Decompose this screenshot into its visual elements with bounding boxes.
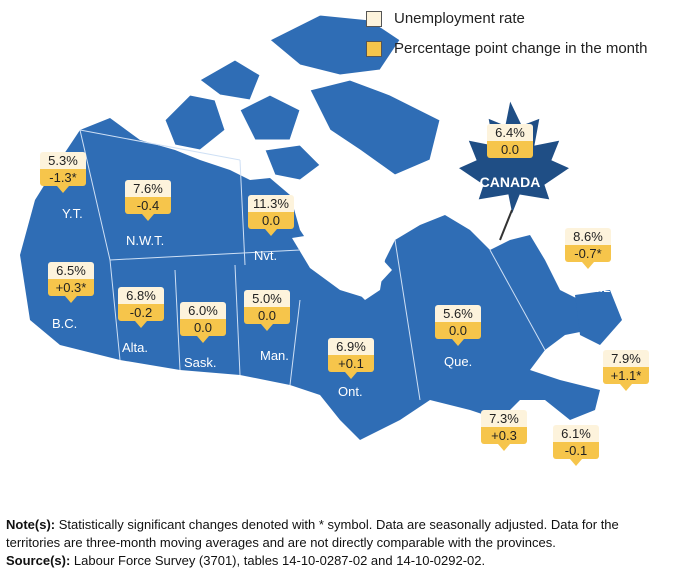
region-name: Que. — [444, 354, 473, 369]
borders — [79, 129, 546, 401]
change: +1.1* — [603, 367, 649, 384]
change: 0.0 — [435, 322, 481, 339]
region-name: B.C. — [52, 316, 78, 331]
legend-label: Percentage point change in the month — [394, 40, 648, 57]
rate: 6.1% — [553, 425, 599, 442]
change: -0.4 — [125, 197, 171, 214]
pointer — [570, 459, 582, 466]
source-label: Source(s): — [6, 553, 71, 568]
note: Note(s): Statistically significant chang… — [6, 516, 666, 552]
callout: 6.5% +0.3* — [48, 262, 94, 303]
rate: 8.6% — [565, 228, 611, 245]
change: +0.3* — [48, 279, 94, 296]
change: +0.1 — [328, 355, 374, 372]
pointer — [582, 262, 594, 269]
legend-item: Percentage point change in the month — [366, 40, 648, 57]
canada-label: CANADA — [480, 174, 541, 190]
pointer — [65, 296, 77, 303]
change: 0.0 — [244, 307, 290, 324]
callout: 6.0% 0.0 — [180, 302, 226, 343]
callout: 7.9% +1.1* — [603, 350, 649, 391]
callout: 6.9% +0.1 — [328, 338, 374, 379]
change: 0.0 — [487, 141, 533, 158]
change: -1.3* — [40, 169, 86, 186]
pointer — [135, 321, 147, 328]
rate: 6.8% — [118, 287, 164, 304]
region-name: P.E.I. — [610, 404, 641, 419]
change: -0.1 — [553, 442, 599, 459]
pointer — [142, 214, 154, 221]
change: -0.2 — [118, 304, 164, 321]
region-name: Y.T. — [62, 206, 83, 221]
rate: 7.6% — [125, 180, 171, 197]
pointer — [452, 339, 464, 346]
callout: 5.0% 0.0 — [244, 290, 290, 331]
rate: 7.3% — [481, 410, 527, 427]
pointer — [261, 324, 273, 331]
rate: 5.3% — [40, 152, 86, 169]
region-name: Sask. — [184, 355, 217, 370]
arctic-islands — [164, 14, 441, 181]
region-name: Nvt. — [254, 248, 278, 263]
rate: 11.3% — [248, 195, 294, 212]
newfoundland — [575, 290, 622, 345]
legend-label: Unemployment rate — [394, 10, 525, 27]
rate: 5.6% — [435, 305, 481, 322]
pointer — [498, 444, 510, 451]
pointer — [345, 372, 357, 379]
legend-swatch — [366, 10, 382, 27]
pointer — [265, 229, 277, 236]
stem — [499, 209, 513, 241]
source: Source(s): Labour Force Survey (3701), t… — [6, 552, 666, 570]
callout: 7.3% +0.3 — [481, 410, 527, 451]
change: +0.3 — [481, 427, 527, 444]
callout: 8.6% -0.7* — [565, 228, 611, 269]
pointer — [57, 186, 69, 193]
note-text: Statistically significant changes denote… — [6, 517, 619, 550]
callout: 6.8% -0.2 — [118, 287, 164, 328]
callout: 6.1% -0.1 — [553, 425, 599, 466]
hudson-bay — [292, 232, 392, 298]
source-text: Labour Force Survey (3701), tables 14-10… — [73, 553, 486, 568]
rate: 5.0% — [244, 290, 290, 307]
region-name: N.W.T. — [126, 233, 165, 248]
change: 0.0 — [180, 319, 226, 336]
rate: 6.5% — [48, 262, 94, 279]
rate: 6.9% — [328, 338, 374, 355]
rate: 6.0% — [180, 302, 226, 319]
pointer — [197, 336, 209, 343]
callout: 11.3% 0.0 — [248, 195, 294, 236]
change: -0.7* — [565, 245, 611, 262]
region-name: N.L. — [590, 280, 614, 295]
region-name: N.B. — [488, 462, 514, 477]
legend-item: Unemployment rate — [366, 10, 525, 27]
callout: 7.6% -0.4 — [125, 180, 171, 221]
legend-swatch — [366, 40, 382, 57]
region-name: Alta. — [122, 340, 149, 355]
change: 0.0 — [248, 212, 294, 229]
region-name: Man. — [260, 348, 289, 363]
rate: 7.9% — [603, 350, 649, 367]
callout: 6.4% 0.0 — [487, 124, 533, 158]
region-name: Ont. — [338, 384, 363, 399]
region-name: N.S. — [560, 480, 586, 495]
callout: 5.6% 0.0 — [435, 305, 481, 346]
note-label: Note(s): — [6, 517, 56, 532]
notes: Note(s): Statistically significant chang… — [6, 516, 666, 570]
pointer — [620, 384, 632, 391]
callout: 5.3% -1.3* — [40, 152, 86, 193]
rate: 6.4% — [487, 124, 533, 141]
